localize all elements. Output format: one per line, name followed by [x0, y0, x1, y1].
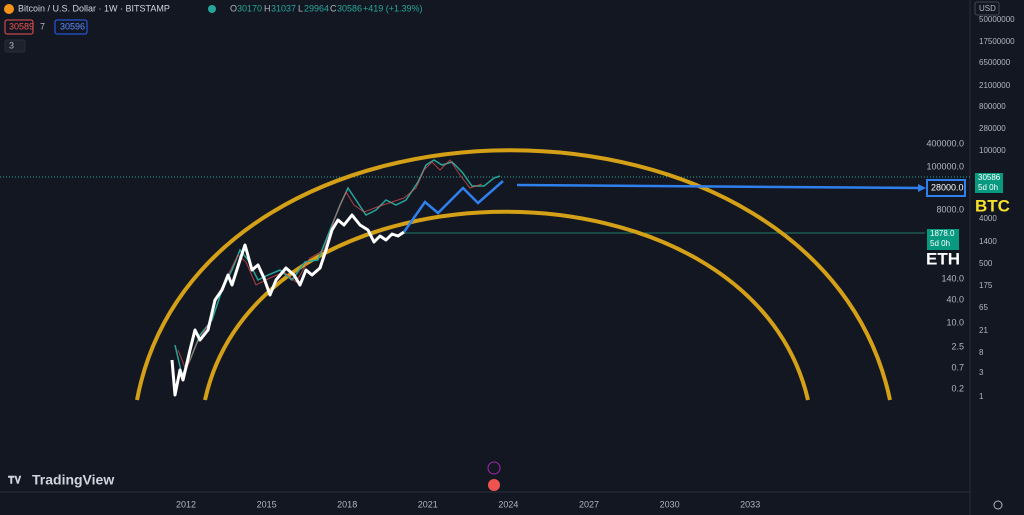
logo: TradingView — [32, 472, 114, 488]
axis-label: 500 — [979, 259, 993, 268]
time-label: 2024 — [498, 499, 518, 509]
axis-label: 8000.0 — [936, 204, 964, 214]
inner-arc — [203, 209, 810, 401]
axis-label: 21 — [979, 326, 988, 335]
eth-tag-value: 1878.0 — [930, 229, 955, 238]
time-label: 2012 — [176, 499, 196, 509]
target-value: 28000.0 — [931, 182, 964, 192]
buy-button[interactable] — [54, 19, 88, 35]
axis-label: 800000 — [979, 102, 1006, 111]
time-label: 2021 — [418, 499, 438, 509]
change: +419 (+1.39%) — [363, 3, 423, 13]
axis-label: 3 — [979, 368, 984, 377]
eth-countdown: 5d 0h — [930, 239, 950, 248]
ohlc-label: O — [230, 3, 237, 13]
axis-label: 1 — [979, 392, 984, 401]
axis-label: 10.0 — [946, 317, 964, 327]
time-label: 2015 — [257, 499, 277, 509]
axis-label: 140.0 — [941, 273, 964, 283]
ohlc: 30586 — [337, 3, 362, 13]
buy-price[interactable]: 30596 — [60, 21, 85, 31]
axis-label: 100000 — [979, 146, 1006, 155]
axis-label: 50000000 — [979, 15, 1015, 24]
axis-label: 400000.0 — [926, 138, 964, 148]
currency[interactable]: USD — [979, 4, 996, 13]
time-label: 2018 — [337, 499, 357, 509]
settings-icon[interactable] — [993, 500, 1003, 510]
axis-label: 17500000 — [979, 37, 1015, 46]
eth-tag — [927, 229, 959, 250]
outer-arc — [135, 148, 892, 401]
arrow-head — [918, 184, 926, 192]
axis-label: 6500000 — [979, 58, 1011, 67]
axis-label: 1400 — [979, 237, 997, 246]
time-label: 2030 — [660, 499, 680, 509]
axis-label: 100000.0 — [926, 161, 964, 171]
axis-label: 175 — [979, 281, 993, 290]
price-tag — [975, 173, 1003, 193]
projection — [402, 180, 504, 233]
ohlc-label: C — [330, 3, 337, 13]
indicator-count[interactable]: 3 — [9, 40, 14, 50]
eth-path — [170, 213, 405, 397]
ohlc-label: H — [264, 3, 271, 13]
btc-label: BTC — [975, 196, 1010, 215]
axis-label: 0.7 — [951, 362, 964, 372]
time-axis: 2012 2015 2018 2021 2024 2027 2030 2033 — [176, 499, 760, 509]
time-label: 2033 — [740, 499, 760, 509]
projection-arrow — [516, 183, 919, 190]
indicator-toggle[interactable] — [4, 39, 26, 53]
axis-label: 65 — [979, 303, 988, 312]
eth-label: ETH — [926, 249, 960, 268]
price-countdown: 5d 0h — [978, 183, 998, 192]
ohlc-label: L — [298, 3, 303, 13]
event-icon[interactable] — [487, 461, 501, 475]
axis-label: 280000 — [979, 124, 1006, 133]
currency-button[interactable] — [974, 1, 1000, 16]
ohlc: 30170 — [237, 3, 262, 13]
axis-label: 8 — [979, 348, 984, 357]
axis-label: 4000 — [979, 214, 997, 223]
axis-label: 0.2 — [951, 383, 964, 393]
time-label: 2027 — [579, 499, 599, 509]
coin-icon — [4, 4, 14, 14]
logo-mark: 𝐓𝐕 — [8, 475, 21, 487]
ohlc: 29964 — [304, 3, 329, 13]
right-axis: 50000000 17500000 6500000 2100000 800000 2800… — [979, 15, 1015, 401]
spread: 7 — [40, 21, 45, 31]
ohlc: 31037 — [271, 3, 296, 13]
event-icon[interactable] — [488, 479, 500, 491]
symbol[interactable]: Bitcoin / U.S. Dollar · 1W · BITSTAMP — [18, 3, 170, 13]
axis-label: 40.0 — [946, 294, 964, 304]
axis-label: 2100000 — [979, 81, 1011, 90]
inner-axis: 400000.0 100000.0 8000.0 140.0 40.0 10.0 2.5 0.… — [926, 138, 964, 393]
sell-price[interactable]: 30589 — [9, 21, 34, 31]
target-tag — [926, 179, 966, 197]
axis-label: 2.5 — [951, 341, 964, 351]
sell-button[interactable] — [4, 19, 34, 35]
status-dot — [208, 5, 216, 13]
price-tag-value: 30586 — [978, 173, 1001, 182]
